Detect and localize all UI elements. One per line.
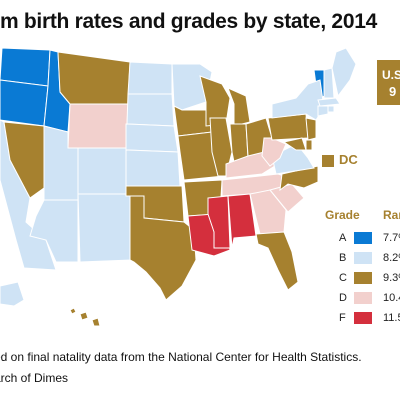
- state-kansas: [125, 149, 181, 187]
- legend-range-f: 11.5% t: [383, 312, 400, 324]
- state-colorado: [77, 147, 127, 195]
- dc-label: DC: [339, 152, 358, 167]
- state-texas: [129, 195, 197, 301]
- legend-range-b: 8.2% to: [383, 252, 400, 264]
- legend-range-c: 9.3% to: [383, 272, 400, 284]
- legend-swatch-a: [354, 232, 372, 244]
- state-south-dakota: [126, 93, 175, 127]
- state-oregon: [0, 79, 49, 127]
- state-delaware: [305, 139, 313, 151]
- state-new-mexico: [77, 193, 131, 263]
- legend-grade-c: C: [339, 272, 347, 284]
- state-wyoming: [67, 103, 129, 149]
- state-new-jersey: [305, 117, 317, 141]
- legend-swatch-c: [354, 272, 372, 284]
- state-nevada: [3, 121, 45, 199]
- state-montana: [57, 51, 131, 105]
- legend-range-a: 7.7% to: [383, 232, 400, 244]
- state-new-york: [271, 79, 325, 121]
- us-badge-label: U.S: [382, 68, 400, 82]
- legend-grade-f: F: [339, 312, 346, 324]
- state-hawaii: [69, 307, 101, 327]
- legend-swatch-f: [354, 312, 372, 324]
- us-choropleth-map: [0, 47, 357, 327]
- state-rhode-island: [327, 105, 335, 113]
- dc-swatch: [322, 155, 334, 167]
- state-connecticut: [317, 105, 329, 117]
- map-title: m birth rates and grades by state, 2014: [0, 10, 377, 33]
- legend-swatch-b: [354, 252, 372, 264]
- state-washington: [0, 47, 51, 87]
- state-massachusetts: [317, 97, 341, 107]
- state-michigan: [227, 87, 251, 127]
- state-maine: [331, 47, 357, 98]
- state-alabama: [227, 193, 257, 249]
- state-indiana: [229, 123, 249, 163]
- state-florida: [255, 231, 299, 291]
- state-alaska: [0, 281, 25, 307]
- state-nebraska: [125, 123, 179, 153]
- us-rate-badge: U.S 9: [377, 60, 400, 105]
- source-note: ed on final natality data from the Natio…: [0, 350, 362, 364]
- source-credit: arch of Dimes: [0, 371, 69, 385]
- legend-grade-b: B: [339, 252, 347, 264]
- us-badge-value: 9: [389, 84, 397, 99]
- state-georgia: [249, 189, 287, 235]
- legend-grade-header: Grade: [325, 208, 360, 222]
- legend-range-d: 10.4% t: [383, 292, 400, 304]
- legend-range-header: Ran: [383, 208, 400, 222]
- state-north-carolina: [279, 165, 319, 192]
- legend-swatch-d: [354, 292, 372, 304]
- legend-grade-d: D: [339, 292, 347, 304]
- legend-grade-a: A: [339, 232, 347, 244]
- state-new-hampshire: [323, 67, 335, 99]
- state-north-dakota: [127, 61, 173, 95]
